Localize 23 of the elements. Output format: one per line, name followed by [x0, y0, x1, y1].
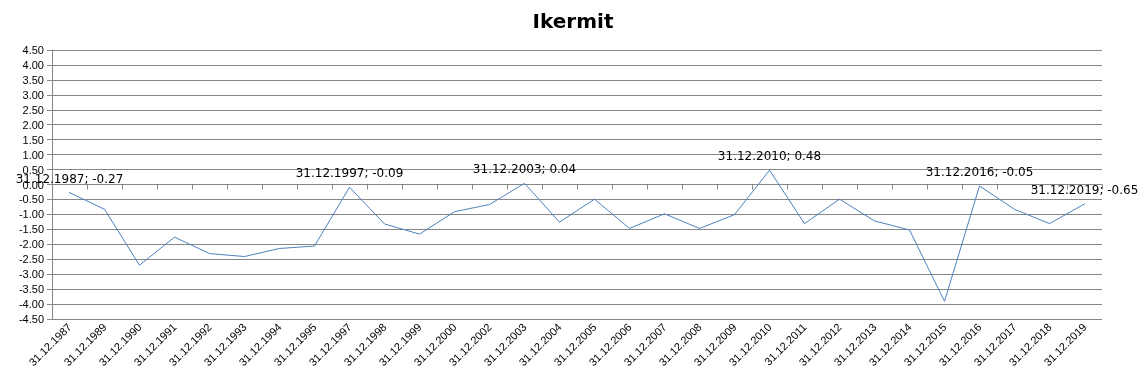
y-tick-label: 3.00	[22, 88, 44, 101]
y-tick-label: 1.50	[22, 133, 44, 146]
y-tick-label: -2.50	[18, 253, 44, 266]
y-tick-label: -4.00	[18, 298, 44, 311]
y-tick-label: 4.50	[22, 44, 44, 56]
y-tick-label: -3.00	[18, 268, 44, 281]
data-label: 31.12.2003; 0.04	[472, 162, 577, 177]
y-tick-label: 1.00	[22, 148, 44, 161]
y-tick-label: -0.50	[18, 193, 44, 206]
data-label: 31.12.2016; -0.05	[925, 164, 1034, 179]
data-label: 31.12.2010; 0.48	[717, 149, 822, 164]
data-label: 31.12.1997; -0.09	[295, 166, 404, 181]
y-tick-label: 2.00	[22, 118, 44, 131]
y-tick-label: -4.50	[18, 313, 44, 325]
y-tick-label: 2.50	[22, 103, 44, 116]
chart-title: Ikermit	[532, 9, 614, 33]
y-tick-label: -1.50	[18, 223, 44, 236]
data-label: 31.12.2019; -0.65	[1030, 182, 1139, 197]
y-tick-label: 3.50	[22, 73, 44, 86]
y-tick-label: -1.00	[18, 208, 44, 221]
y-tick-label: -2.00	[18, 238, 44, 251]
y-tick-label: -3.50	[18, 283, 44, 296]
y-tick-label: 4.00	[22, 58, 44, 71]
